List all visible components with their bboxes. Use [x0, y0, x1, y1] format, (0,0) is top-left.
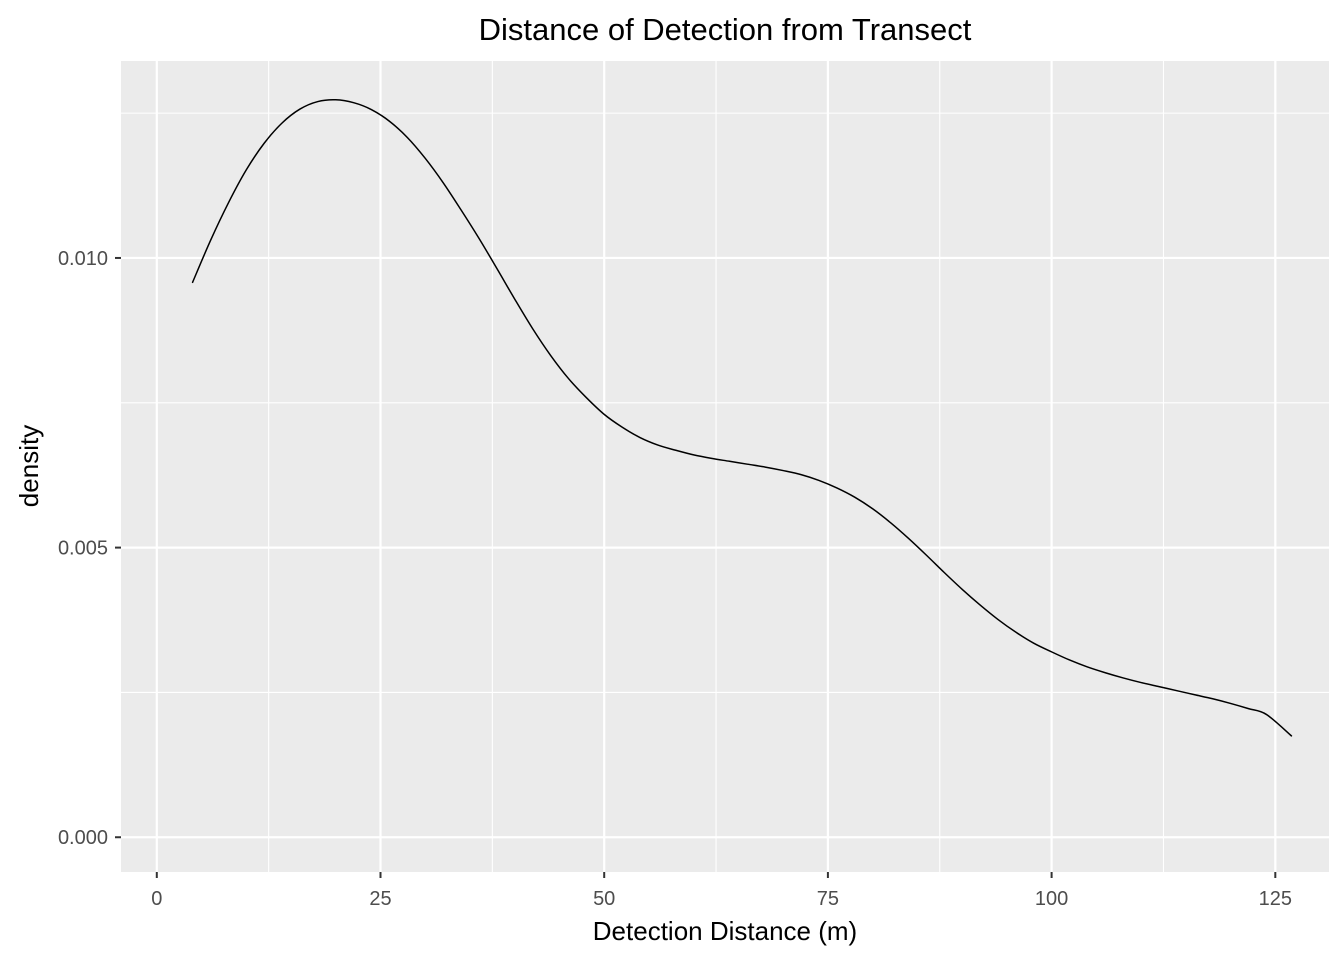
y-tick-label: 0.000: [58, 827, 108, 849]
x-tick-label: 100: [1035, 888, 1068, 910]
y-axis-title: density: [14, 425, 44, 507]
density-line: [191, 99, 1293, 737]
y-axis: 0.000 0.005 0.010: [58, 248, 121, 849]
x-tick-label: 50: [593, 888, 615, 910]
x-tick-label: 125: [1259, 888, 1292, 910]
x-tick-label: 0: [151, 888, 162, 910]
x-axis-title: Detection Distance (m): [593, 916, 857, 946]
x-tick-label: 75: [817, 888, 839, 910]
y-tick-label: 0.010: [58, 248, 108, 270]
major-gridlines: [121, 61, 1329, 872]
y-tick-label: 0.005: [58, 538, 108, 560]
x-axis: 0 25 50 75 100 125: [151, 872, 1292, 910]
x-tick-label: 25: [369, 888, 391, 910]
plot-panel: [121, 61, 1329, 872]
minor-gridlines: [121, 61, 1329, 872]
chart-title: Distance of Detection from Transect: [479, 12, 972, 47]
